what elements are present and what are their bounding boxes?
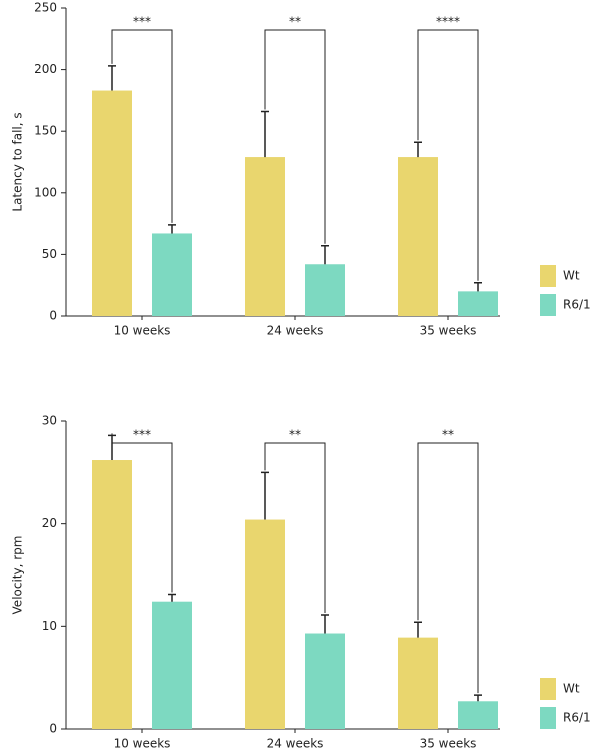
y-tick-label: 100 <box>34 185 57 199</box>
x-tick-label: 35 weeks <box>420 324 477 338</box>
bar <box>458 291 498 316</box>
significance-label: *** <box>133 428 151 442</box>
y-tick-label: 150 <box>34 124 57 138</box>
legend-label: Wt <box>563 269 580 283</box>
bar <box>398 637 438 729</box>
error-bar <box>168 593 176 602</box>
legend-label: Wt <box>563 682 580 696</box>
significance-bracket <box>111 29 173 223</box>
bar <box>152 233 192 316</box>
y-tick-label: 30 <box>42 414 57 428</box>
x-tick-label: 10 weeks <box>114 737 171 751</box>
significance-label: ** <box>289 428 301 442</box>
error-bar <box>261 110 269 158</box>
y-tick-label: 0 <box>49 722 57 736</box>
y-axis-label: Latency to fall, s <box>11 112 25 211</box>
significance-bracket <box>417 29 479 281</box>
significance-bracket <box>417 442 479 694</box>
y-tick-label: 200 <box>34 62 57 76</box>
significance-label: ** <box>442 428 454 442</box>
y-axis-label: Velocity, rpm <box>11 536 25 615</box>
error-bar <box>321 614 329 634</box>
y-tick-label: 20 <box>42 516 57 530</box>
y-tick-label: 10 <box>42 619 57 633</box>
y-tick-label: 250 <box>34 1 57 15</box>
significance-bracket <box>111 433 173 593</box>
legend-label: R6/1 <box>563 711 591 725</box>
y-tick-label: 0 <box>49 309 57 323</box>
error-bar <box>168 224 176 234</box>
chart: Latency to fall, s 0 50 100 150 200 250 10 week… <box>11 1 591 338</box>
legend-swatch <box>540 678 556 700</box>
error-bar <box>261 471 269 520</box>
error-bar <box>321 245 329 265</box>
significance-label: **** <box>436 15 460 29</box>
x-tick-label: 35 weeks <box>420 737 477 751</box>
significance-bracket <box>264 442 326 614</box>
chart: Velocity, rpm 0 10 20 30 10 weeks *** 24 weeks *… <box>11 414 591 751</box>
error-bar <box>474 694 482 702</box>
error-bar <box>414 621 422 638</box>
legend-swatch <box>540 294 556 316</box>
legend-swatch <box>540 265 556 287</box>
bar <box>92 460 132 729</box>
legend-swatch <box>540 707 556 729</box>
error-bar <box>108 65 116 91</box>
bar <box>305 264 345 316</box>
bar <box>92 90 132 316</box>
bar <box>152 601 192 729</box>
bar <box>245 519 285 729</box>
error-bar <box>414 141 422 158</box>
bar <box>305 633 345 729</box>
significance-bracket <box>264 29 326 244</box>
significance-label: ** <box>289 15 301 29</box>
legend-label: R6/1 <box>563 298 591 312</box>
y-tick-label: 50 <box>42 247 57 261</box>
bar <box>245 157 285 316</box>
x-tick-label: 24 weeks <box>267 737 324 751</box>
bar <box>398 157 438 316</box>
error-bar <box>474 281 482 292</box>
x-tick-label: 10 weeks <box>114 324 171 338</box>
bar <box>458 701 498 729</box>
significance-label: *** <box>133 15 151 29</box>
x-tick-label: 24 weeks <box>267 324 324 338</box>
